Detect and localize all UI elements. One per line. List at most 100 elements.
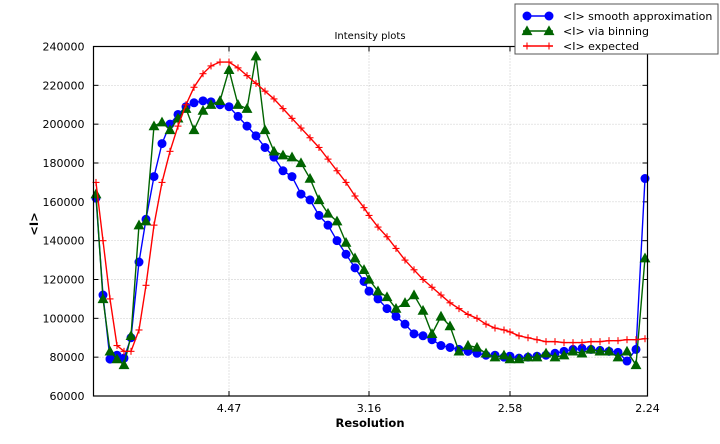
data-series-group — [90, 50, 651, 370]
data-point-marker — [111, 353, 123, 364]
data-point-marker — [286, 151, 298, 162]
legend-marker — [521, 25, 533, 36]
data-point-marker — [157, 139, 167, 149]
data-point-marker — [332, 236, 342, 246]
data-point-marker — [489, 351, 501, 362]
x-tick-label: 2.24 — [635, 402, 660, 415]
data-point-marker — [585, 343, 597, 354]
data-point-marker — [340, 236, 352, 247]
data-point-marker — [259, 124, 271, 135]
legend-marker — [522, 11, 532, 21]
legend-label: <I> expected — [563, 40, 639, 53]
data-point-marker — [453, 345, 465, 356]
data-point-marker — [97, 293, 109, 304]
data-point-marker — [558, 349, 570, 360]
legend-label: <I> smooth approximation — [563, 10, 712, 23]
data-point-marker — [241, 103, 253, 113]
plot-frame — [92, 45, 649, 397]
data-point-marker — [612, 351, 624, 362]
data-point-marker — [522, 351, 534, 362]
data-point-marker — [471, 341, 483, 352]
data-point-marker — [287, 172, 297, 182]
data-point-marker — [576, 347, 588, 358]
x-axis-title: Resolution — [335, 416, 404, 430]
data-point-marker — [197, 104, 209, 115]
data-point-marker — [198, 96, 208, 106]
data-point-marker — [260, 142, 270, 152]
data-point-marker — [358, 264, 370, 274]
data-point-marker — [304, 172, 316, 183]
data-point-marker — [513, 353, 525, 364]
data-point-marker — [277, 149, 289, 160]
data-point-marker — [382, 304, 392, 314]
data-point-marker — [436, 341, 446, 351]
data-point-marker — [305, 195, 315, 205]
data-point-marker — [323, 220, 333, 230]
x-tick-label: 2.58 — [498, 402, 523, 415]
legend-marker — [544, 11, 554, 21]
data-point-marker — [125, 330, 137, 340]
data-point-marker — [400, 319, 410, 329]
data-point-marker — [148, 120, 160, 131]
data-point-marker — [373, 294, 383, 304]
data-point-marker — [540, 347, 552, 358]
data-point-marker — [349, 252, 361, 263]
y-tick-label: 240000 — [43, 41, 85, 54]
data-point-marker — [594, 345, 606, 356]
data-point-marker — [621, 345, 633, 356]
data-point-marker — [363, 273, 375, 284]
x-tick-label: 3.16 — [357, 402, 382, 415]
data-point-marker — [444, 320, 456, 331]
series-binning — [90, 50, 651, 370]
data-point-marker — [242, 121, 252, 131]
data-point-marker — [140, 215, 152, 226]
data-point-marker — [322, 207, 334, 218]
data-point-marker — [313, 194, 325, 205]
data-point-marker — [603, 345, 615, 356]
data-point-marker — [118, 359, 130, 370]
legend-entry-smooth[interactable]: <I> smooth approximation — [522, 10, 712, 23]
legend[interactable]: <I> smooth approximation <I> via binning <… — [514, 3, 719, 55]
data-point-marker — [164, 124, 176, 135]
y-tick-label: 180000 — [43, 157, 85, 170]
data-point-marker — [268, 145, 280, 156]
data-point-marker — [188, 124, 200, 135]
data-point-marker — [390, 302, 402, 313]
legend-entry-expected[interactable]: <I> expected — [523, 40, 639, 53]
plot-title: Intensity plots — [334, 31, 405, 42]
data-point-marker — [504, 353, 516, 364]
y-tick-label: 100000 — [43, 312, 85, 325]
data-point-marker — [214, 95, 226, 106]
y-tick-label: 60000 — [50, 390, 85, 403]
data-point-marker — [350, 263, 360, 273]
data-point-marker — [104, 345, 116, 356]
data-point-marker — [418, 331, 428, 341]
legend-entry-binning[interactable]: <I> via binning — [521, 25, 649, 38]
y-tick-label: 80000 — [50, 351, 85, 364]
data-point-marker — [233, 111, 243, 121]
data-point-marker — [251, 131, 261, 141]
y-axis-title: <I> — [27, 212, 41, 236]
data-point-marker — [567, 345, 579, 356]
data-point-marker — [205, 99, 217, 109]
data-point-marker — [435, 310, 447, 321]
y-tick-label: 220000 — [43, 79, 85, 92]
data-point-marker — [426, 328, 438, 339]
data-point-marker — [224, 102, 234, 112]
data-point-marker — [531, 351, 543, 362]
data-point-marker — [295, 157, 307, 168]
data-point-marker — [622, 356, 632, 366]
data-point-marker — [331, 215, 343, 226]
y-tick-label: 120000 — [43, 274, 85, 287]
data-point-marker — [399, 297, 411, 307]
data-point-marker — [549, 351, 561, 362]
y-tick-label: 140000 — [43, 235, 85, 248]
x-axis-ticks: 4.47 3.16 2.58 2.24 — [217, 46, 660, 415]
data-point-marker — [223, 64, 235, 74]
data-point-marker — [480, 347, 492, 358]
data-point-marker — [408, 289, 420, 300]
data-point-marker — [372, 285, 384, 296]
data-point-marker — [462, 339, 474, 350]
